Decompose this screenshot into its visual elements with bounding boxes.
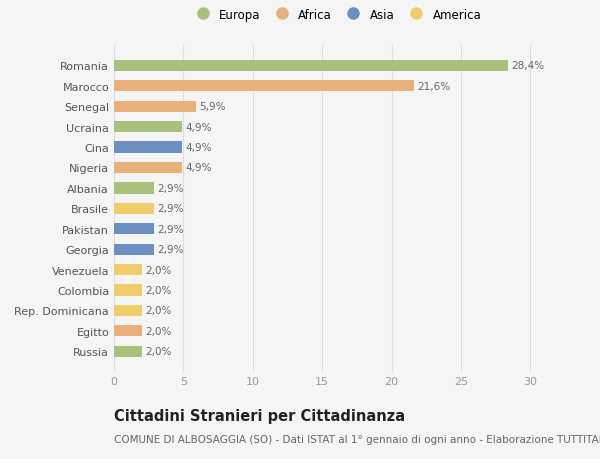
Text: 4,9%: 4,9% xyxy=(185,163,212,173)
Bar xyxy=(114,183,154,194)
Text: 21,6%: 21,6% xyxy=(417,82,450,92)
Bar xyxy=(114,101,196,112)
Text: 2,9%: 2,9% xyxy=(158,184,184,194)
Text: 4,9%: 4,9% xyxy=(185,143,212,153)
Bar xyxy=(114,285,142,296)
Text: 2,9%: 2,9% xyxy=(158,204,184,214)
Bar xyxy=(114,203,154,214)
Text: 2,9%: 2,9% xyxy=(158,224,184,234)
Bar xyxy=(114,244,154,255)
Bar xyxy=(114,142,182,153)
Text: Cittadini Stranieri per Cittadinanza: Cittadini Stranieri per Cittadinanza xyxy=(114,409,405,424)
Text: 28,4%: 28,4% xyxy=(512,62,545,71)
Text: 2,9%: 2,9% xyxy=(158,245,184,255)
Text: 2,0%: 2,0% xyxy=(145,265,172,275)
Bar xyxy=(114,305,142,316)
Bar xyxy=(114,346,142,357)
Bar xyxy=(114,162,182,174)
Bar xyxy=(114,61,508,72)
Bar xyxy=(114,325,142,336)
Text: 2,0%: 2,0% xyxy=(145,347,172,356)
Bar xyxy=(114,224,154,235)
Bar xyxy=(114,122,182,133)
Text: COMUNE DI ALBOSAGGIA (SO) - Dati ISTAT al 1° gennaio di ogni anno - Elaborazione: COMUNE DI ALBOSAGGIA (SO) - Dati ISTAT a… xyxy=(114,434,600,444)
Text: 2,0%: 2,0% xyxy=(145,306,172,316)
Text: 2,0%: 2,0% xyxy=(145,285,172,295)
Bar xyxy=(114,264,142,275)
Legend: Europa, Africa, Asia, America: Europa, Africa, Asia, America xyxy=(188,6,484,24)
Text: 4,9%: 4,9% xyxy=(185,123,212,132)
Text: 2,0%: 2,0% xyxy=(145,326,172,336)
Bar xyxy=(114,81,414,92)
Text: 5,9%: 5,9% xyxy=(199,102,226,112)
